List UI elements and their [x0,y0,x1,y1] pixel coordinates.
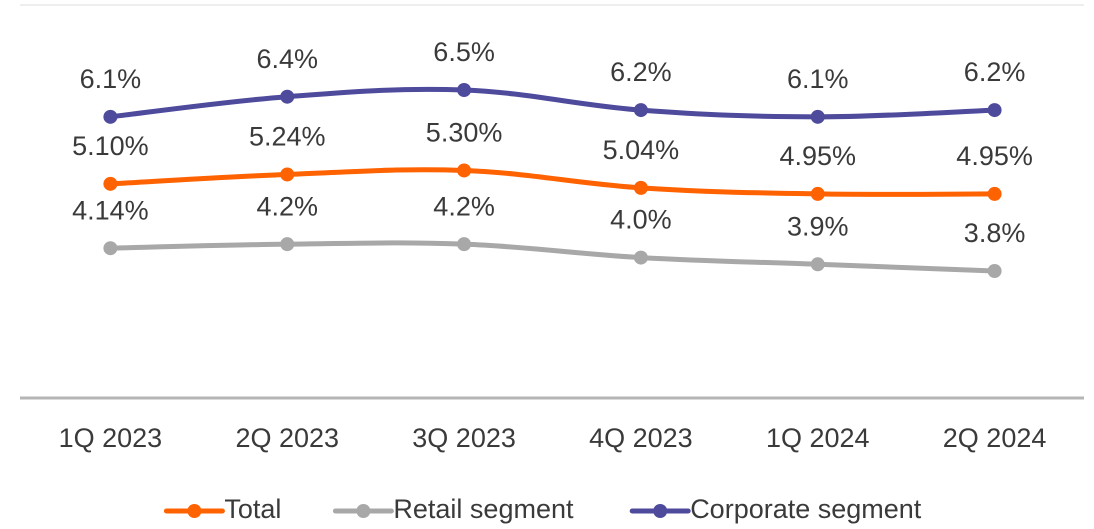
data-point [987,103,1002,118]
legend-marker [653,504,668,518]
data-label: 5.30% [426,118,503,148]
x-tick-label: 1Q 2023 [59,423,163,453]
data-label: 4.2% [256,191,318,221]
data-label: 6.4% [256,44,318,74]
data-label: 3.8% [964,218,1026,248]
data-point [810,186,825,201]
x-tick-label: 1Q 2024 [766,423,870,453]
data-label: 4.95% [779,141,856,171]
data-label: 5.10% [72,131,149,161]
data-point [987,264,1002,278]
data-label: 4.14% [72,195,149,225]
data-point [633,250,648,265]
legend-marker [187,504,202,518]
data-label: 3.9% [787,211,849,241]
data-point [280,167,295,182]
x-tick-label: 3Q 2023 [412,423,516,453]
data-label: 6.2% [610,57,672,87]
data-point [457,163,472,178]
data-label: 6.2% [964,57,1026,87]
x-tick-label: 4Q 2023 [589,423,693,453]
legend-label: Total [224,494,281,524]
series-line [107,167,998,197]
legend-label: Retail segment [393,494,574,524]
data-point [457,83,472,97]
data-point [810,257,825,272]
data-label: 4.0% [610,205,672,235]
data-label: 5.24% [249,122,326,152]
data-point [103,241,118,256]
data-label: 4.95% [956,141,1033,171]
data-point [810,109,825,124]
x-tick-label: 2Q 2023 [235,423,339,453]
data-label: 6.1% [80,64,142,94]
data-point [633,180,648,195]
data-label: 4.2% [433,191,495,221]
data-point [280,237,295,252]
data-label: 5.04% [603,135,680,165]
legend-label: Corporate segment [690,494,922,524]
data-label: 6.5% [433,37,495,67]
data-point [103,176,118,191]
data-point [633,103,648,118]
data-point [987,186,1002,201]
legend-marker [356,504,371,518]
series-line [107,240,998,274]
x-tick-label: 2Q 2024 [943,423,1047,453]
data-label: 6.1% [787,64,849,94]
data-point [457,237,472,252]
series-line [107,86,998,120]
data-point [280,89,295,104]
data-point [103,109,118,124]
